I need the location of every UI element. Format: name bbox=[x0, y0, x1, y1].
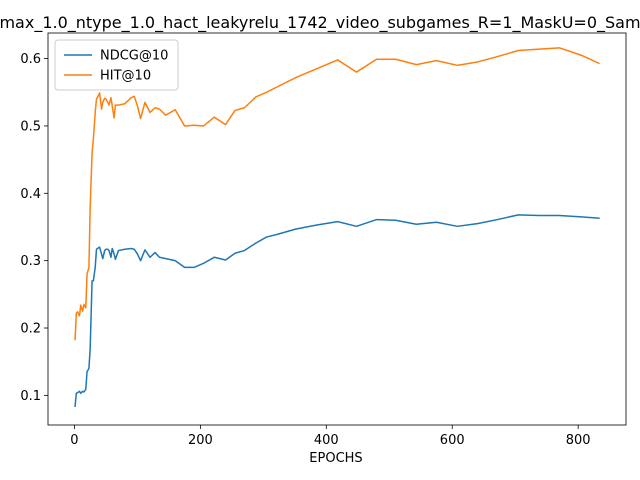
y-tick-label: 0.4 bbox=[20, 187, 41, 202]
series-line-ndcg-10 bbox=[74, 214, 600, 407]
legend-label: NDCG@10 bbox=[100, 49, 168, 64]
series-line-hit-10 bbox=[74, 47, 600, 341]
x-tick-label: 800 bbox=[566, 433, 591, 448]
chart-title: max_1.0_ntype_1.0_hact_leakyrelu_1742_vi… bbox=[0, 13, 640, 33]
x-tick-label: 400 bbox=[314, 433, 339, 448]
y-tick-label: 0.5 bbox=[20, 119, 41, 134]
x-tick-label: 600 bbox=[440, 433, 465, 448]
y-tick-label: 0.3 bbox=[20, 254, 41, 269]
legend-label: HIT@10 bbox=[100, 69, 151, 84]
plot-area: 0 200 400 600 800 0.1 0.2 0.3 0.4 0.5 0.6 bbox=[20, 32, 627, 448]
y-tick-label: 0.2 bbox=[20, 322, 41, 337]
x-tick-label: 0 bbox=[70, 433, 78, 448]
x-axis-label: EPOCHS bbox=[309, 451, 362, 466]
x-tick-label: 200 bbox=[188, 433, 213, 448]
y-tick-label: 0.1 bbox=[20, 389, 41, 404]
legend: NDCG@10 HIT@10 bbox=[54, 39, 179, 91]
y-tick-label: 0.6 bbox=[20, 52, 41, 67]
plot-frame bbox=[47, 32, 627, 426]
legend-box bbox=[54, 39, 179, 91]
